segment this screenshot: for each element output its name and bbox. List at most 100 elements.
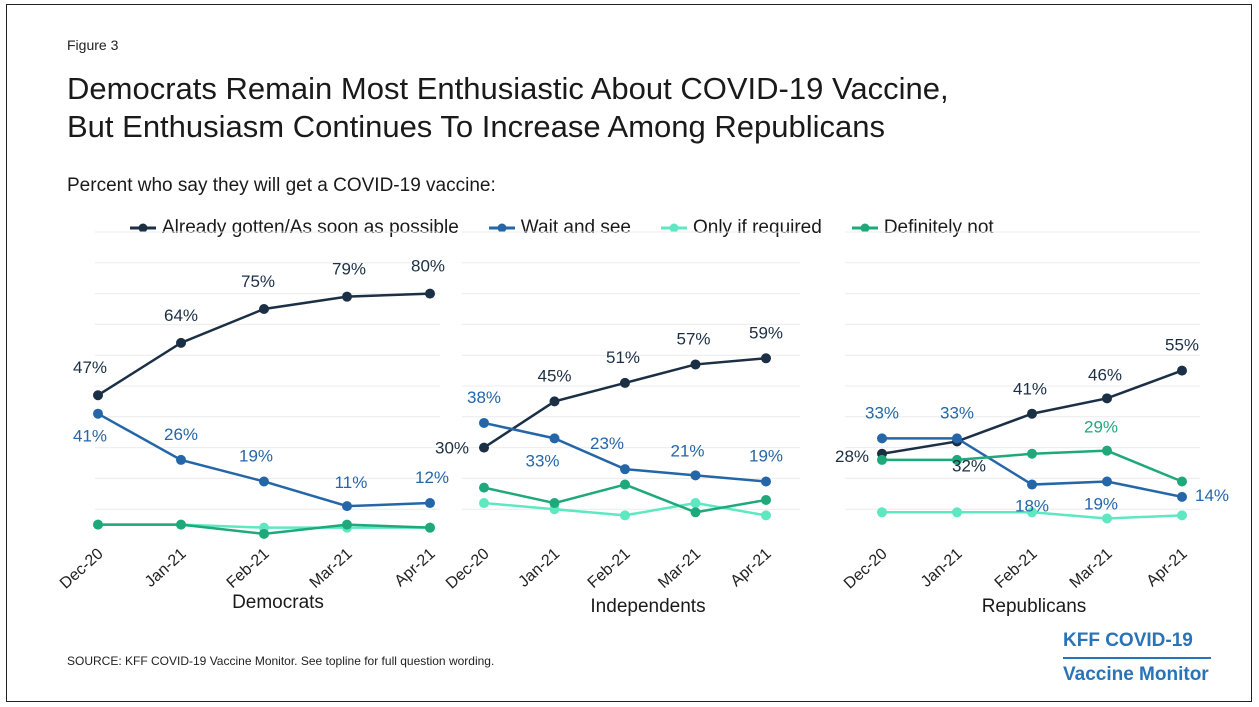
- data-point-required: [620, 510, 630, 521]
- data-label-wait: 26%: [164, 425, 198, 444]
- x-tick-label: Apr-21: [728, 545, 775, 590]
- data-point-wait: [1027, 479, 1037, 490]
- data-point-already: [620, 377, 630, 388]
- panel-title: Republicans: [982, 596, 1087, 617]
- data-label-wait: 18%: [1015, 497, 1049, 516]
- data-point-definitely-not: [1102, 445, 1112, 456]
- panel-democrats: 47% 64% 75% 79% 80% 41% 26% 19% 11% 12% Dec-20 Jan-…: [57, 231, 449, 613]
- chart-title-line-2: But Enthusiasm Continues To Increase Amo…: [67, 109, 885, 144]
- data-label-already: 64%: [164, 306, 198, 325]
- data-point-definitely-not: [479, 482, 489, 493]
- data-point-already: [425, 288, 435, 299]
- data-point-wait: [952, 433, 962, 444]
- legend-swatch-definitely-not: [851, 223, 878, 233]
- x-tick-label: Apr-21: [1144, 545, 1191, 590]
- data-point-already: [549, 396, 560, 407]
- data-label-already: 46%: [1088, 365, 1122, 384]
- brand-line-2: Vaccine Monitor: [1063, 664, 1209, 685]
- x-tick-label: Jan-21: [142, 545, 190, 590]
- data-point-already: [479, 442, 489, 453]
- data-point-definitely-not: [620, 479, 630, 490]
- data-point-definitely-not: [425, 522, 435, 533]
- data-point-definitely-not: [952, 454, 962, 465]
- legend-item-required: Only if required: [660, 217, 822, 239]
- chart-title: Democrats Remain Most Enthusiastic About…: [67, 70, 949, 146]
- brand-logo: KFF COVID-19 Vaccine Monitor: [1063, 626, 1211, 690]
- data-point-required: [690, 498, 701, 509]
- x-tick-label: Feb-21: [992, 545, 1041, 592]
- data-label-already: 41%: [1013, 380, 1047, 399]
- data-point-definitely-not: [1177, 476, 1187, 487]
- data-label-already: 75%: [241, 272, 275, 291]
- x-tick-label: Dec-20: [57, 545, 107, 592]
- legend-swatch-required: [660, 223, 687, 233]
- data-label-already: 45%: [537, 366, 571, 385]
- data-point-wait: [342, 501, 352, 512]
- x-tick-label: Feb-21: [585, 545, 634, 592]
- data-label-wait: 19%: [749, 446, 783, 465]
- data-point-definitely-not: [877, 454, 887, 465]
- data-point-already: [342, 291, 352, 302]
- data-point-required: [1102, 513, 1112, 524]
- legend-swatch-wait: [488, 223, 515, 233]
- data-point-wait: [425, 498, 435, 509]
- data-point-already: [690, 359, 701, 370]
- data-label-wait: 19%: [239, 446, 273, 465]
- data-label-already: 51%: [606, 348, 640, 367]
- legend-label-wait: Wait and see: [520, 217, 631, 238]
- legend-item-definitely-not: Definitely not: [851, 217, 994, 239]
- legend-label-already: Already gotten/As soon as possible: [162, 217, 459, 238]
- figure-frame: [6, 4, 1252, 702]
- data-label-wait: 11%: [335, 473, 368, 492]
- x-tick-label: Mar-21: [307, 545, 356, 592]
- data-point-wait: [620, 464, 630, 475]
- data-label-already: 57%: [676, 329, 710, 348]
- series-line-already: [483, 357, 767, 449]
- x-tick-label: Jan-21: [918, 545, 966, 590]
- x-tick-label: Dec-20: [443, 545, 493, 592]
- data-point-wait: [93, 408, 103, 419]
- source-note: SOURCE: KFF COVID-19 Vaccine Monitor. Se…: [67, 654, 495, 668]
- data-label-already: 55%: [1165, 336, 1199, 355]
- brand-divider: [1063, 657, 1211, 659]
- data-point-required: [877, 507, 887, 518]
- data-point-wait: [176, 454, 186, 465]
- data-label-already: 59%: [749, 323, 783, 342]
- data-point-required: [479, 498, 489, 509]
- data-label-wait: 12%: [415, 468, 449, 487]
- data-point-wait: [549, 433, 560, 444]
- x-tick-label: Dec-20: [841, 545, 891, 592]
- data-point-definitely-not: [761, 494, 771, 505]
- data-point-definitely-not: [690, 507, 701, 518]
- data-point-definitely-not: [342, 519, 352, 530]
- data-label-wait: 33%: [940, 403, 974, 422]
- data-point-definitely-not: [176, 519, 186, 530]
- data-label-already: 28%: [835, 447, 869, 466]
- data-point-definitely-not: [1027, 448, 1037, 459]
- data-label-already: 47%: [73, 358, 107, 377]
- data-label-wait: 21%: [670, 441, 704, 460]
- data-point-already: [1102, 393, 1112, 404]
- x-tick-label: Jan-21: [515, 545, 563, 590]
- chart-subtitle: Percent who say they will get a COVID-19…: [67, 175, 496, 196]
- data-point-already: [93, 390, 103, 401]
- data-point-required: [761, 510, 771, 521]
- data-label-wait: 19%: [1084, 494, 1118, 513]
- brand-line-1: KFF COVID-19: [1063, 630, 1193, 651]
- legend-swatch-already: [130, 223, 156, 233]
- x-tick-label: Feb-21: [224, 545, 273, 592]
- data-point-already: [176, 337, 186, 348]
- panel-independents: 30% 45% 51% 57% 59% 38% 33% 23% 21% 19% Dec-20 Jan-…: [435, 231, 800, 617]
- x-tick-label: Mar-21: [655, 545, 704, 592]
- legend-label-required: Only if required: [692, 217, 822, 238]
- data-point-wait: [690, 470, 701, 481]
- data-point-required: [1027, 507, 1037, 518]
- panel-title: Democrats: [232, 592, 324, 613]
- data-point-wait: [1102, 476, 1112, 487]
- panel-republicans: 28% 32% 41% 46% 55% 33% 33% 18% 19% 14% 29% Dec-20 J…: [835, 231, 1229, 617]
- legend-label-definitely-not: Definitely not: [883, 217, 994, 238]
- data-label-already: 79%: [332, 260, 366, 279]
- data-point-already: [1177, 365, 1187, 376]
- data-label-wait: 41%: [73, 427, 107, 446]
- data-point-wait: [479, 417, 489, 428]
